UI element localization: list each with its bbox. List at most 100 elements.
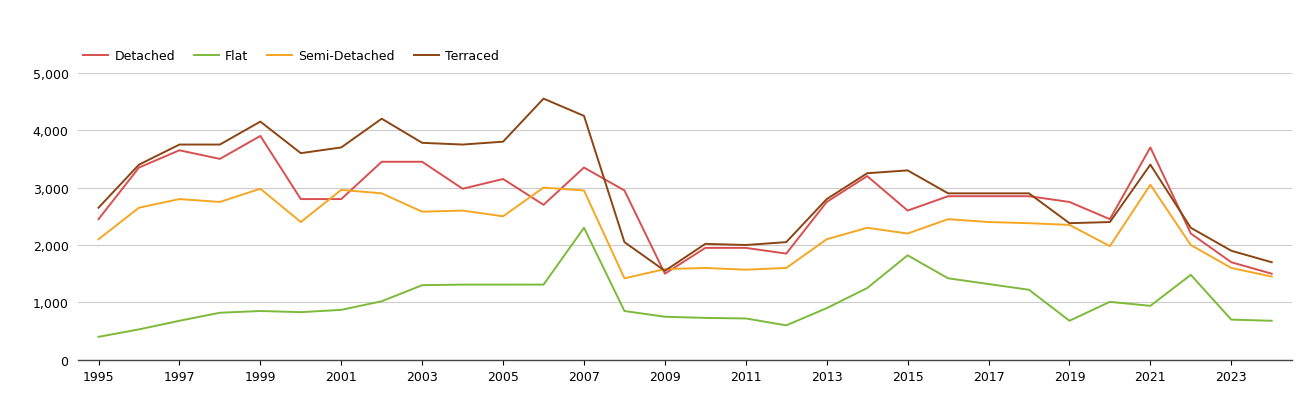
Flat: [778, 323, 793, 328]
Terraced: [213, 143, 228, 148]
Semi-Detached: [818, 237, 834, 242]
Detached: [900, 209, 916, 213]
Flat: [414, 283, 429, 288]
Detached: [375, 160, 390, 165]
Terraced: [941, 191, 957, 196]
Terraced: [1101, 220, 1117, 225]
Semi-Detached: [1022, 221, 1037, 226]
Terraced: [1224, 249, 1240, 254]
Terraced: [1142, 163, 1158, 168]
Flat: [90, 335, 106, 339]
Terraced: [698, 242, 714, 247]
Terraced: [617, 240, 633, 245]
Semi-Detached: [213, 200, 228, 205]
Flat: [536, 283, 552, 288]
Terraced: [90, 206, 106, 211]
Terraced: [495, 140, 510, 145]
Line: Terraced: Terraced: [98, 99, 1272, 271]
Semi-Detached: [941, 217, 957, 222]
Flat: [172, 319, 188, 324]
Semi-Detached: [375, 191, 390, 196]
Detached: [778, 252, 793, 256]
Flat: [294, 310, 309, 315]
Semi-Detached: [1142, 183, 1158, 188]
Detached: [454, 187, 470, 192]
Terraced: [981, 191, 997, 196]
Detached: [1022, 194, 1037, 199]
Semi-Detached: [1061, 223, 1077, 228]
Detached: [414, 160, 429, 165]
Terraced: [375, 117, 390, 122]
Terraced: [1022, 191, 1037, 196]
Semi-Detached: [130, 206, 146, 211]
Flat: [334, 308, 350, 312]
Semi-Detached: [617, 276, 633, 281]
Terraced: [577, 114, 592, 119]
Flat: [130, 327, 146, 332]
Terraced: [334, 146, 350, 151]
Flat: [1142, 303, 1158, 308]
Semi-Detached: [778, 266, 793, 271]
Terraced: [1182, 226, 1198, 231]
Semi-Detached: [900, 231, 916, 236]
Detached: [90, 217, 106, 222]
Terraced: [536, 97, 552, 102]
Flat: [253, 309, 269, 314]
Flat: [981, 282, 997, 287]
Flat: [617, 309, 633, 314]
Terraced: [130, 163, 146, 168]
Flat: [1101, 300, 1117, 305]
Detached: [1101, 217, 1117, 222]
Terraced: [1061, 221, 1077, 226]
Terraced: [294, 151, 309, 156]
Semi-Detached: [860, 226, 876, 231]
Line: Flat: Flat: [98, 228, 1272, 337]
Semi-Detached: [658, 267, 673, 272]
Flat: [737, 316, 753, 321]
Semi-Detached: [577, 189, 592, 193]
Terraced: [658, 269, 673, 274]
Terraced: [414, 141, 429, 146]
Flat: [495, 283, 510, 288]
Detached: [617, 189, 633, 193]
Detached: [253, 134, 269, 139]
Semi-Detached: [172, 197, 188, 202]
Flat: [1182, 273, 1198, 278]
Terraced: [172, 143, 188, 148]
Flat: [900, 253, 916, 258]
Flat: [1022, 288, 1037, 292]
Semi-Detached: [1182, 243, 1198, 248]
Terraced: [900, 169, 916, 173]
Semi-Detached: [253, 187, 269, 192]
Semi-Detached: [1101, 244, 1117, 249]
Semi-Detached: [1265, 274, 1280, 279]
Flat: [213, 310, 228, 315]
Detached: [536, 203, 552, 208]
Semi-Detached: [737, 267, 753, 272]
Detached: [1061, 200, 1077, 205]
Detached: [1265, 272, 1280, 276]
Semi-Detached: [334, 188, 350, 193]
Flat: [1265, 319, 1280, 324]
Flat: [454, 283, 470, 288]
Detached: [577, 166, 592, 171]
Terraced: [454, 143, 470, 148]
Semi-Detached: [536, 186, 552, 191]
Detached: [172, 148, 188, 153]
Flat: [941, 276, 957, 281]
Terraced: [818, 197, 834, 202]
Detached: [1224, 260, 1240, 265]
Terraced: [860, 171, 876, 176]
Detached: [1182, 231, 1198, 236]
Semi-Detached: [414, 210, 429, 215]
Semi-Detached: [981, 220, 997, 225]
Line: Detached: Detached: [98, 137, 1272, 274]
Detached: [981, 194, 997, 199]
Detached: [213, 157, 228, 162]
Detached: [698, 246, 714, 251]
Detached: [294, 197, 309, 202]
Semi-Detached: [495, 214, 510, 219]
Semi-Detached: [294, 220, 309, 225]
Flat: [860, 286, 876, 291]
Legend: Detached, Flat, Semi-Detached, Terraced: Detached, Flat, Semi-Detached, Terraced: [78, 45, 504, 68]
